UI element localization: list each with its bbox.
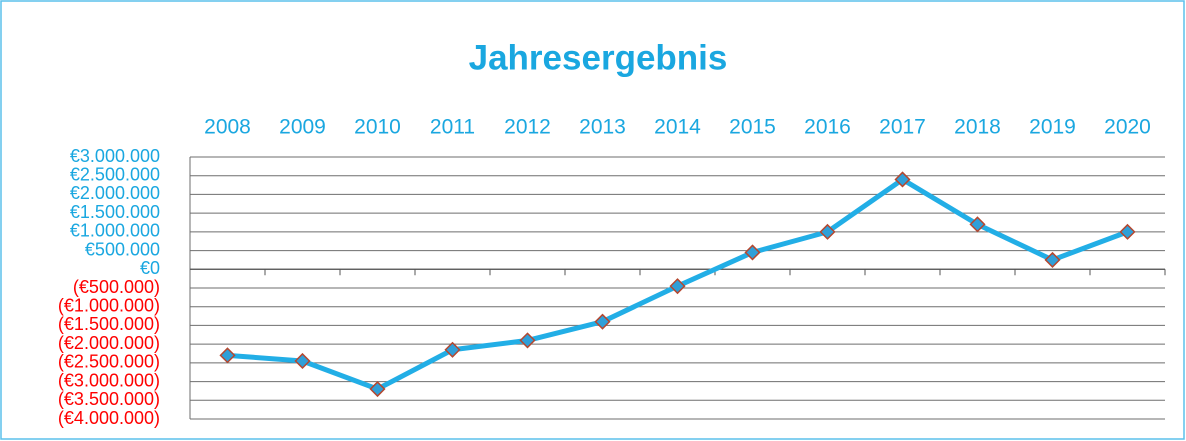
chart-title: Jahresergebnis <box>469 38 728 77</box>
point-marker <box>594 313 611 330</box>
y-tick-label: (€3.000.000) <box>58 370 160 390</box>
y-tick-label: (€1.000.000) <box>58 295 160 315</box>
x-tick-label: 2012 <box>504 116 551 139</box>
point-marker <box>519 332 536 349</box>
y-tick-label: (€2.000.000) <box>58 333 160 353</box>
x-tick-label: 2019 <box>1029 116 1076 139</box>
y-tick-label: (€2.500.000) <box>58 352 160 372</box>
y-tick-label: €2.500.000 <box>70 164 160 184</box>
x-tick-label: 2017 <box>879 116 926 139</box>
y-tick-label: €3.000.000 <box>70 146 160 166</box>
x-tick-label: 2014 <box>654 116 701 139</box>
y-tick-label: (€500.000) <box>73 277 160 297</box>
y-tick-label: (€3.500.000) <box>58 389 160 409</box>
point-marker <box>1119 223 1136 240</box>
y-tick-label: €1.500.000 <box>70 202 160 222</box>
x-tick-label: 2011 <box>430 116 475 139</box>
y-tick-label: €0 <box>140 258 160 278</box>
x-tick-label: 2018 <box>954 116 1001 139</box>
y-tick-label: (€4.000.000) <box>58 408 160 428</box>
x-tick-label: 2013 <box>579 116 626 139</box>
point-marker <box>369 380 386 398</box>
x-tick-label: 2020 <box>1104 116 1151 139</box>
y-tick-label: (€1.500.000) <box>58 314 160 334</box>
x-tick-label: 2009 <box>279 116 326 139</box>
x-tick-label: 2016 <box>804 116 851 139</box>
y-tick-label: €1.000.000 <box>70 221 160 241</box>
point-marker <box>669 278 686 295</box>
y-tick-label: €500.000 <box>85 239 160 259</box>
point-marker <box>1044 251 1061 268</box>
y-tick-label: €2.000.000 <box>70 183 160 203</box>
x-tick-label: 2008 <box>204 116 251 139</box>
x-tick-label: 2010 <box>354 116 401 139</box>
point-marker <box>969 216 986 233</box>
point-marker <box>744 244 761 261</box>
x-tick-label: 2015 <box>729 116 776 139</box>
point-marker <box>444 341 461 358</box>
point-marker <box>219 347 236 364</box>
point-marker <box>819 223 836 240</box>
point-marker <box>294 352 311 370</box>
point-marker <box>894 171 911 188</box>
